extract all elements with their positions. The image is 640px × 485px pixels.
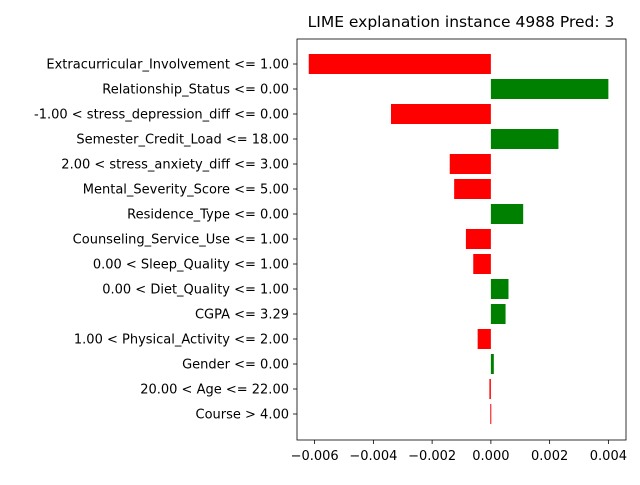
bar-4 [449, 154, 491, 174]
bar-5 [454, 179, 491, 199]
bars-layer [308, 54, 609, 424]
y-tick-label: Gender <= 0.00 [182, 358, 289, 373]
y-tick-label: Course > 4.00 [196, 408, 290, 423]
axes-layer [293, 38, 627, 444]
bar-13 [489, 379, 491, 399]
y-tick-label: Relationship_Status <= 0.00 [102, 83, 289, 98]
y-tick-label: 0.00 < Diet_Quality <= 1.00 [102, 283, 289, 298]
axes-frame [296, 38, 627, 441]
bar-6 [490, 204, 524, 224]
bar-11 [477, 329, 491, 349]
bar-1 [490, 79, 609, 99]
bar-10 [490, 304, 506, 324]
y-tick-label: 1.00 < Physical_Activity <= 2.00 [74, 333, 289, 348]
y-tick-label: 0.00 < Sleep_Quality <= 1.00 [93, 258, 289, 273]
x-tick-label: −0.006 [291, 449, 339, 464]
y-tick-label: Mental_Severity_Score <= 5.00 [83, 183, 289, 198]
x-tick-labels: −0.006 −0.004 −0.002 0.000 0.002 0.004 [291, 449, 627, 464]
y-tick-label: Semester_Credit_Load <= 18.00 [76, 133, 289, 148]
x-tick-label: 0.002 [531, 449, 568, 464]
bar-8 [473, 254, 491, 274]
x-tick-label: 0.004 [590, 449, 627, 464]
x-tick-label: −0.004 [349, 449, 397, 464]
bar-14 [490, 404, 492, 424]
y-tick-label: Counseling_Service_Use <= 1.00 [73, 233, 289, 248]
y-tick-labels: Extracurricular_Involvement <= 1.00 Relat… [34, 58, 289, 423]
bar-2 [391, 104, 491, 124]
y-tick-label: -1.00 < stress_depression_diff <= 0.00 [34, 108, 289, 123]
bar-12 [490, 354, 494, 374]
chart-title: LIME explanation instance 4988 Pred: 3 [308, 13, 615, 31]
bar-7 [465, 229, 491, 249]
y-tick-label: CGPA <= 3.29 [195, 308, 289, 323]
y-tick-label: Extracurricular_Involvement <= 1.00 [46, 58, 289, 73]
y-tick-label: 20.00 < Age <= 22.00 [140, 383, 289, 398]
y-tick-label: Residence_Type <= 0.00 [127, 208, 289, 223]
bar-0 [308, 54, 491, 74]
x-tick-label: −0.002 [408, 449, 456, 464]
bar-9 [490, 279, 509, 299]
bar-3 [490, 129, 559, 149]
y-tick-label: 2.00 < stress_anxiety_diff <= 3.00 [61, 158, 289, 173]
x-tick-label: 0.000 [472, 449, 509, 464]
